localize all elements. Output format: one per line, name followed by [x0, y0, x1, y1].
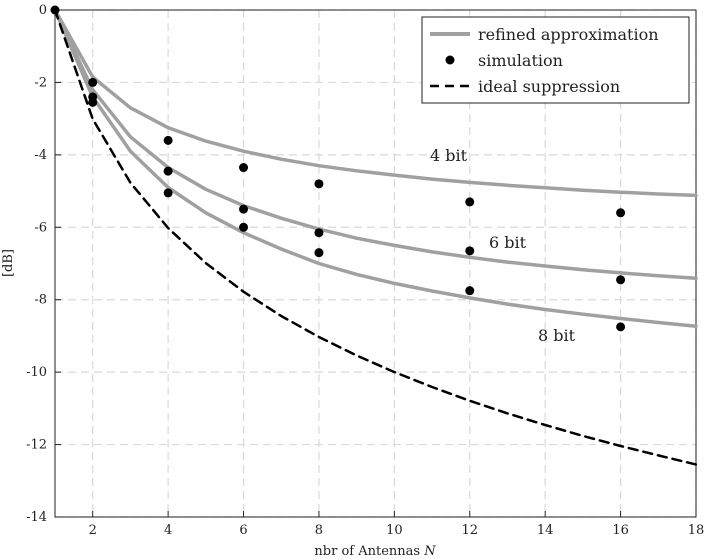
simulation-point [314, 179, 324, 189]
y-axis-label: [dB] [1, 249, 16, 277]
simulation-point [314, 228, 324, 238]
x-tick-label: 14 [537, 523, 554, 538]
y-tick-label: -14 [26, 510, 47, 525]
simulation-points [50, 5, 626, 332]
simulation-point [163, 166, 173, 176]
simulation-point [163, 188, 173, 198]
legend: refined approximation simulation ideal s… [421, 16, 690, 104]
simulation-point [88, 97, 98, 107]
legend-box [421, 16, 690, 104]
x-tick-label: 6 [239, 523, 247, 538]
annotation-4-bit: 4 bit [430, 146, 468, 165]
y-tick-label: -4 [34, 148, 47, 163]
simulation-point [50, 5, 60, 15]
simulation-point [88, 77, 98, 87]
y-tick-label: -8 [34, 293, 47, 308]
x-tick-label: 12 [461, 523, 478, 538]
plot-frame [54, 9, 697, 518]
x-tick-label: 10 [386, 523, 403, 538]
y-tick-label: 0 [39, 3, 47, 18]
simulation-point [465, 246, 475, 256]
y-tick-label: -12 [26, 438, 47, 453]
simulation-point [239, 163, 249, 173]
axis-ticks: 2 4 6 8 10 12 14 16 18 0 -2 -4 -6 -8 -10 -12 -14 [26, 3, 704, 538]
y-tick-label: -6 [34, 220, 47, 235]
legend-ideal-label: ideal suppression [478, 77, 620, 96]
simulation-point [239, 222, 249, 232]
simulation-point [239, 204, 249, 214]
approximation-line [53, 8, 698, 281]
simulation-point [314, 248, 324, 258]
x-axis-label: nbr of Antennas N [314, 544, 436, 559]
simulation-point [616, 208, 626, 218]
simulation-point [616, 275, 626, 285]
simulation-point [163, 135, 173, 145]
x-tick-label: 2 [89, 523, 97, 538]
ideal-suppression-line [53, 8, 698, 466]
y-tick-label: -10 [26, 365, 47, 380]
legend-approx-label: refined approximation [478, 25, 659, 44]
x-tick-label: 16 [612, 523, 629, 538]
approximation-line [53, 8, 698, 328]
approximation-line [53, 8, 698, 198]
simulation-point [465, 286, 475, 296]
simulation-point [465, 197, 475, 207]
x-tick-label: 18 [688, 523, 705, 538]
annotation-6-bit: 6 bit [489, 233, 527, 252]
simulation-point [616, 322, 626, 332]
legend-sim-label: simulation [478, 51, 563, 70]
x-tick-label: 8 [315, 523, 323, 538]
annotation-8-bit: 8 bit [538, 326, 576, 345]
curves [53, 8, 698, 466]
y-tick-label: -2 [34, 75, 47, 90]
legend-sim-swatch [445, 55, 455, 65]
x-tick-label: 4 [164, 523, 172, 538]
